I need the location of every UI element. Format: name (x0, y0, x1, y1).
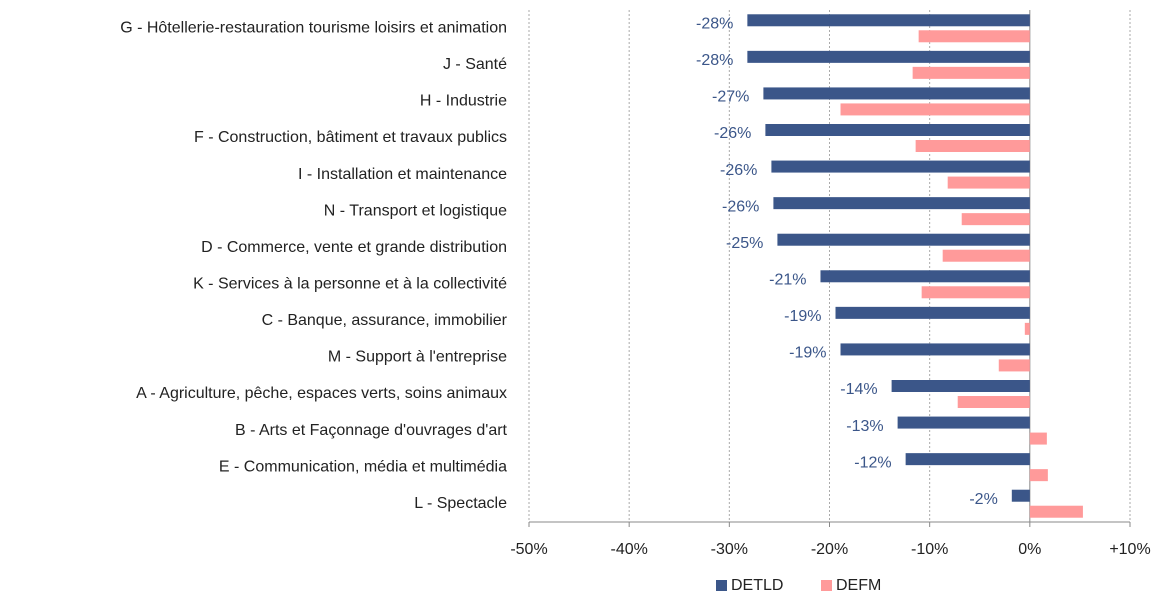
bar (942, 249, 1030, 262)
data-label: -27% (712, 89, 749, 106)
bar (998, 359, 1030, 372)
bar (915, 140, 1030, 152)
bar (777, 233, 1030, 246)
bar (763, 87, 1030, 100)
category-label: G - Hôtellerie-restauration tourisme loi… (120, 20, 507, 37)
bar (912, 66, 1030, 79)
data-label: -2% (969, 491, 997, 508)
bar (957, 396, 1030, 408)
bar (773, 197, 1030, 210)
bar (1024, 322, 1030, 335)
bar (1029, 469, 1048, 482)
bar (891, 380, 1030, 392)
category-label: B - Arts et Façonnage d'ouvrages d'art (235, 422, 508, 439)
bar (820, 270, 1030, 283)
legend-swatch (716, 580, 727, 591)
legend-label: DETLD (731, 577, 783, 594)
x-tick-label: -30% (711, 541, 748, 558)
bar (918, 30, 1030, 43)
category-label: J - Santé (443, 56, 507, 73)
data-label: -28% (696, 16, 733, 33)
data-label: -26% (720, 162, 757, 179)
bar (840, 103, 1030, 116)
x-tick-label: -40% (610, 541, 647, 558)
category-label: I - Installation et maintenance (298, 166, 507, 183)
category-label: D - Commerce, vente et grande distributi… (201, 239, 507, 256)
category-label: H - Industrie (420, 93, 507, 110)
data-label: -28% (696, 52, 733, 69)
bar (1011, 489, 1030, 502)
x-tick-label: -50% (510, 541, 547, 558)
category-label: A - Agriculture, pêche, espaces verts, s… (136, 385, 507, 402)
data-label: -14% (840, 381, 877, 398)
legend-swatch (821, 580, 832, 591)
category-label: F - Construction, bâtiment et travaux pu… (194, 129, 507, 146)
bar (765, 124, 1030, 136)
bar (897, 416, 1030, 429)
data-label: -26% (714, 125, 751, 142)
legend-label: DEFM (836, 577, 881, 594)
bar (747, 14, 1030, 27)
bar (1029, 432, 1047, 445)
bar (771, 160, 1030, 173)
category-label: M - Support à l'entreprise (328, 349, 507, 366)
data-label: -26% (722, 198, 759, 215)
category-label: C - Banque, assurance, immobilier (262, 312, 508, 329)
data-label: -12% (854, 454, 891, 471)
bar (840, 343, 1030, 356)
category-label: E - Communication, média et multimédia (219, 458, 507, 475)
category-label: L - Spectacle (414, 495, 507, 512)
data-label: -25% (726, 235, 763, 252)
bar (1029, 505, 1083, 518)
data-label: -21% (769, 272, 806, 289)
x-tick-label: +10% (1109, 541, 1150, 558)
category-label: N - Transport et logistique (324, 202, 507, 219)
x-tick-label: 0% (1018, 541, 1041, 558)
x-tick-label: -20% (811, 541, 848, 558)
bar (961, 213, 1030, 226)
bar (835, 306, 1030, 319)
bar (947, 176, 1030, 189)
bar (905, 453, 1030, 466)
bar (921, 286, 1030, 299)
bar (747, 50, 1030, 63)
x-tick-label: -10% (911, 541, 948, 558)
data-label: -13% (846, 418, 883, 435)
category-label: K - Services à la personne et à la colle… (193, 276, 507, 293)
data-label: -19% (784, 308, 821, 325)
data-label: -19% (789, 345, 826, 362)
